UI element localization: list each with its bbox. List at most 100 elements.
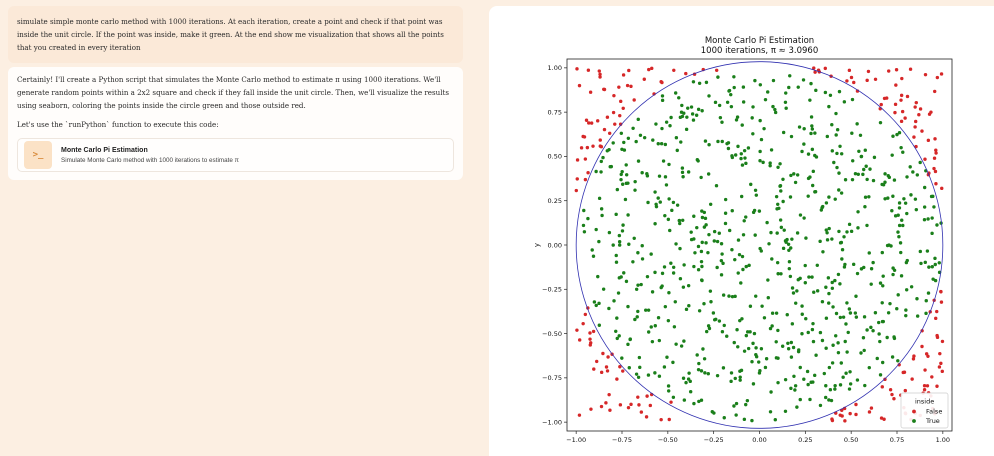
point-inside <box>686 106 690 110</box>
point-inside <box>779 225 784 230</box>
point-inside <box>842 235 846 239</box>
legend-label-true: True <box>925 417 940 425</box>
legend-title: inside <box>915 398 934 406</box>
point-outside <box>617 85 621 89</box>
point-inside <box>793 384 798 388</box>
point-inside <box>848 382 853 386</box>
point-inside <box>776 165 780 169</box>
point-inside <box>790 322 795 326</box>
point-outside <box>865 78 869 83</box>
point-outside <box>885 96 889 100</box>
point-inside <box>666 384 671 388</box>
point-inside <box>702 357 707 361</box>
point-inside <box>591 254 596 258</box>
point-outside <box>926 138 931 143</box>
point-inside <box>617 240 622 244</box>
point-inside <box>789 355 794 359</box>
point-inside <box>848 370 852 374</box>
point-inside <box>833 197 837 201</box>
point-outside <box>939 300 944 304</box>
point-inside <box>834 311 839 316</box>
point-inside <box>926 217 930 221</box>
point-outside <box>929 110 933 114</box>
point-inside <box>813 190 817 194</box>
point-inside <box>753 233 757 237</box>
point-inside <box>883 197 887 201</box>
point-inside <box>612 299 616 303</box>
point-inside <box>829 398 834 403</box>
point-inside <box>885 243 890 248</box>
point-inside <box>811 183 815 188</box>
point-inside <box>798 213 803 217</box>
point-inside <box>623 197 628 202</box>
point-inside <box>614 212 618 217</box>
point-inside <box>773 418 777 422</box>
point-inside <box>689 105 694 109</box>
point-inside <box>880 319 885 324</box>
point-outside <box>923 157 927 161</box>
point-inside <box>702 302 706 306</box>
point-inside <box>670 208 674 213</box>
point-inside <box>897 201 902 205</box>
point-inside <box>814 353 818 357</box>
point-inside <box>678 221 682 226</box>
point-inside <box>844 322 848 326</box>
point-inside <box>830 286 835 290</box>
point-inside <box>689 230 693 234</box>
point-inside <box>632 236 636 241</box>
point-inside <box>800 312 804 316</box>
point-inside <box>664 183 669 187</box>
point-inside <box>909 285 914 289</box>
point-inside <box>931 194 935 199</box>
point-outside <box>604 365 609 369</box>
point-inside <box>754 294 758 298</box>
point-inside <box>856 210 860 214</box>
point-inside <box>582 208 586 213</box>
point-outside <box>586 171 590 175</box>
point-inside <box>640 257 645 261</box>
point-inside <box>711 311 716 315</box>
point-outside <box>621 106 625 110</box>
point-inside <box>823 90 828 95</box>
point-inside <box>689 237 694 242</box>
point-inside <box>617 243 622 247</box>
point-outside <box>933 169 938 174</box>
point-inside <box>674 342 678 346</box>
point-outside <box>591 329 596 334</box>
point-inside <box>703 216 708 221</box>
point-inside <box>708 202 713 207</box>
point-inside <box>739 281 743 285</box>
point-inside <box>889 244 893 248</box>
point-inside <box>896 230 900 234</box>
point-inside <box>899 145 903 150</box>
point-inside <box>734 153 738 157</box>
point-inside <box>786 242 791 246</box>
point-outside <box>869 406 874 410</box>
point-inside <box>732 404 736 408</box>
point-inside <box>738 375 742 379</box>
point-inside <box>770 257 774 261</box>
x-tick-label: 1.00 <box>936 436 950 444</box>
point-inside <box>935 223 939 227</box>
point-inside <box>667 291 671 295</box>
point-inside <box>758 159 762 163</box>
point-inside <box>832 160 836 165</box>
point-outside <box>589 407 593 411</box>
point-inside <box>636 309 640 314</box>
point-inside <box>757 209 762 213</box>
point-inside <box>762 126 766 131</box>
point-outside <box>933 89 937 94</box>
point-inside <box>858 133 863 137</box>
point-inside <box>594 227 598 232</box>
point-inside <box>750 116 754 120</box>
point-inside <box>663 304 668 309</box>
point-inside <box>770 311 775 315</box>
point-inside <box>636 117 640 122</box>
point-inside <box>811 169 815 174</box>
point-inside <box>605 149 609 153</box>
tool-call-card[interactable]: >_ Monte Carlo Pi Estimation Simulate Mo… <box>17 138 454 172</box>
point-outside <box>583 157 588 161</box>
point-inside <box>671 265 676 269</box>
point-inside <box>788 195 793 199</box>
point-inside <box>679 344 684 348</box>
